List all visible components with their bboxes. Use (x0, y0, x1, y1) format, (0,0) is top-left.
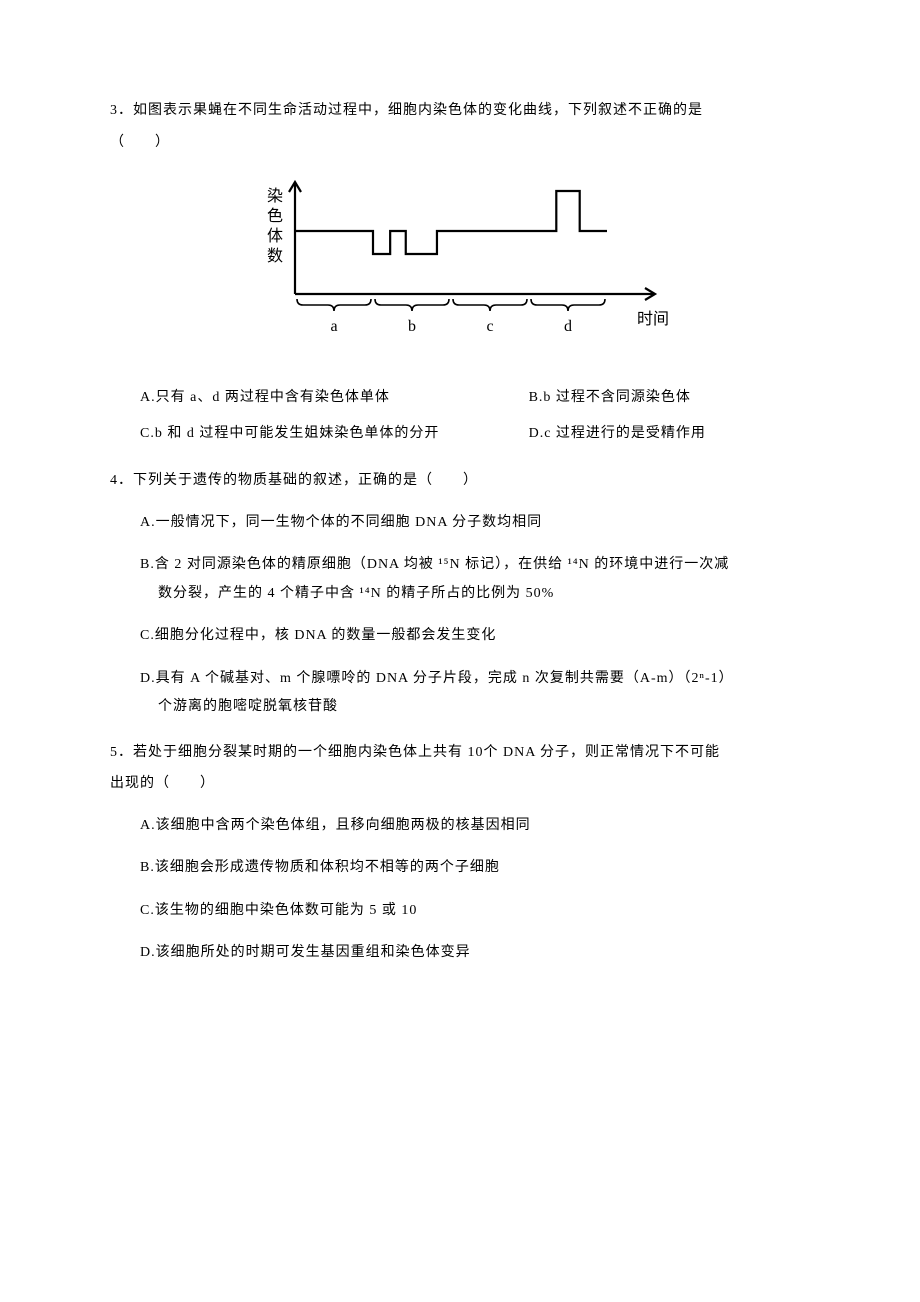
q3-opt-c: C.b 和 d 过程中可能发生姐妹染色单体的分开 (110, 423, 529, 445)
svg-text:时间: 时间 (637, 310, 669, 328)
q4-opt-b-line2: 数分裂，产生的 4 个精子中含 ¹⁴N 的精子所占的比例为 50% (110, 583, 810, 605)
exam-page: 3．如图表示果蝇在不同生命活动过程中，细胞内染色体的变化曲线，下列叙述不正确的是… (0, 0, 920, 1302)
svg-text:数: 数 (267, 247, 283, 265)
q3-opt-a: A.只有 a、d 两过程中含有染色体单体 (110, 387, 529, 409)
q3-chart: 染色体数时间 a b c d (110, 169, 810, 369)
svg-text:d: d (564, 318, 572, 335)
q5-opt-a: A.该细胞中含两个染色体组，且移向细胞两极的核基因相同 (110, 815, 810, 837)
q3-opt-b: B.b 过程不含同源染色体 (529, 387, 810, 409)
svg-text:b: b (408, 318, 416, 335)
q4-opt-b-line1: B.含 2 对同源染色体的精原细胞（DNA 均被 ¹⁵N 标记），在供给 ¹⁴N… (110, 554, 810, 576)
q3-opt-d: D.c 过程进行的是受精作用 (529, 423, 810, 445)
chromosome-curve-chart: 染色体数时间 a b c d (240, 169, 680, 369)
q3-options-row-1: A.只有 a、d 两过程中含有染色体单体 B.b 过程不含同源染色体 (110, 387, 810, 409)
q5-opt-b: B.该细胞会形成遗传物质和体积均不相等的两个子细胞 (110, 857, 810, 879)
q5-opt-d: D.该细胞所处的时期可发生基因重组和染色体变异 (110, 942, 810, 964)
q4-opt-c: C.细胞分化过程中，核 DNA 的数量一般都会发生变化 (110, 625, 810, 647)
svg-text:c: c (486, 318, 493, 335)
q5-stem-line2: 出现的（ ） (110, 773, 810, 795)
svg-text:体: 体 (267, 227, 283, 245)
svg-text:a: a (330, 318, 337, 335)
svg-text:色: 色 (267, 207, 283, 225)
q4-stem: 4．下列关于遗传的物质基础的叙述，正确的是（ ） (110, 470, 810, 492)
q5-stem-line1: 5．若处于细胞分裂某时期的一个细胞内染色体上共有 10个 DNA 分子，则正常情… (110, 742, 810, 764)
q3-stem: 3．如图表示果蝇在不同生命活动过程中，细胞内染色体的变化曲线，下列叙述不正确的是 (110, 100, 810, 122)
q4-opt-d-line1: D.具有 A 个碱基对、m 个腺嘌呤的 DNA 分子片段，完成 n 次复制共需要… (110, 668, 810, 690)
svg-text:染: 染 (267, 187, 283, 205)
q3-options-row-2: C.b 和 d 过程中可能发生姐妹染色单体的分开 D.c 过程进行的是受精作用 (110, 423, 810, 445)
q4-opt-d-line2: 个游离的胞嘧啶脱氧核苷酸 (110, 696, 810, 718)
q5-opt-c: C.该生物的细胞中染色体数可能为 5 或 10 (110, 900, 810, 922)
q4-opt-a: A.一般情况下，同一生物个体的不同细胞 DNA 分子数均相同 (110, 512, 810, 534)
q3-paren: （ ） (110, 132, 810, 154)
